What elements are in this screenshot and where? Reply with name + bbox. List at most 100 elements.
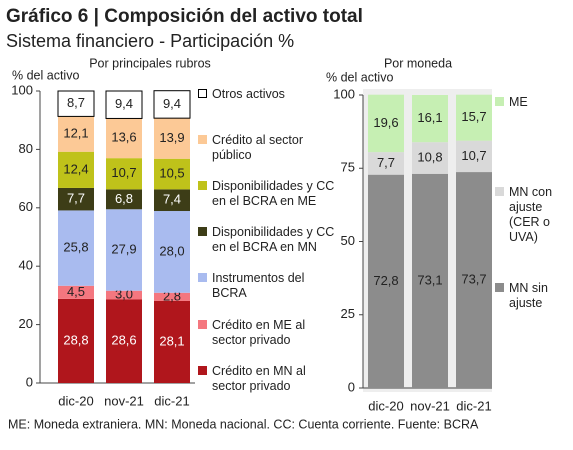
value-label: 8,7 bbox=[67, 95, 85, 110]
legend-swatch bbox=[198, 320, 207, 329]
legend-label: Disponibilidades y CC en el BCRA en MN bbox=[212, 225, 335, 254]
page-subtitle: Sistema financiero - Participación % bbox=[6, 31, 294, 51]
y-tick-label: 0 bbox=[348, 379, 355, 394]
legend-swatch bbox=[198, 181, 207, 190]
value-label: 10,5 bbox=[159, 166, 184, 181]
bar-segment bbox=[412, 95, 448, 143]
x-tick-label: nov-21 bbox=[104, 393, 144, 408]
y-tick-label: 40 bbox=[19, 258, 33, 273]
value-label: 12,1 bbox=[63, 126, 88, 141]
value-label: 13,9 bbox=[159, 130, 184, 145]
value-label: 10,8 bbox=[417, 149, 442, 164]
value-label: 73,1 bbox=[417, 272, 442, 287]
bar-segment bbox=[58, 285, 94, 299]
value-label: 7,4 bbox=[163, 192, 181, 207]
bar-segment bbox=[106, 290, 142, 300]
legend-label: MN con ajuste (CER o UVA) bbox=[509, 185, 553, 244]
y-axis-label: % del activo bbox=[326, 70, 393, 84]
bar-segment bbox=[106, 118, 142, 159]
legend-entry: Instrumentos del BCRA bbox=[198, 271, 337, 301]
bar-segment bbox=[154, 158, 190, 190]
y-tick-label: 0 bbox=[26, 374, 33, 389]
legend-swatch bbox=[198, 273, 207, 282]
subplot-title: Por moneda bbox=[384, 56, 452, 70]
y-tick-label: 100 bbox=[333, 86, 355, 101]
legend-entry: Crédito al sector público bbox=[198, 133, 337, 163]
bar-segment bbox=[368, 94, 404, 153]
page-title: Gráfico 6 | Composición del activo total bbox=[6, 6, 363, 27]
legend-entry: Crédito en ME al sector privado bbox=[198, 318, 337, 348]
legend-label: ME bbox=[509, 95, 528, 109]
x-tick-label: dic-20 bbox=[58, 393, 93, 408]
value-label: 9,4 bbox=[163, 96, 181, 111]
y-tick-label: 25 bbox=[341, 306, 355, 321]
value-label: 73,7 bbox=[461, 271, 486, 286]
value-label: 28,6 bbox=[111, 333, 136, 348]
y-tick-label: 20 bbox=[19, 316, 33, 331]
bar-segment bbox=[106, 299, 142, 383]
bar-segment bbox=[105, 90, 143, 119]
bar-segment bbox=[106, 158, 142, 190]
bar-segment bbox=[153, 90, 191, 119]
x-tick-label: dic-20 bbox=[368, 398, 403, 413]
bar-segment bbox=[58, 298, 94, 383]
legend-swatch bbox=[495, 187, 504, 196]
y-tick-label: 60 bbox=[19, 199, 33, 214]
value-label: 10,7 bbox=[461, 148, 486, 163]
value-label: 19,6 bbox=[373, 115, 398, 130]
bar-segment bbox=[456, 172, 492, 388]
y-tick-label: 100 bbox=[11, 82, 33, 97]
legend-label: Disponibilidades y CC en el BCRA en ME bbox=[212, 179, 335, 208]
bar-segment bbox=[58, 151, 94, 188]
bar-segment bbox=[58, 187, 94, 211]
value-label: 10,7 bbox=[111, 165, 136, 180]
bar-segment bbox=[154, 300, 190, 383]
bar-segment bbox=[57, 90, 95, 117]
bar-segment bbox=[368, 174, 404, 388]
legend-swatch bbox=[495, 283, 504, 292]
bar-segment bbox=[154, 211, 190, 293]
legend-swatch bbox=[198, 89, 207, 98]
value-label: 72,8 bbox=[373, 273, 398, 288]
bar-segment bbox=[412, 173, 448, 388]
bar-segment bbox=[154, 118, 190, 159]
value-label: 15,7 bbox=[461, 109, 486, 124]
value-label: 28,1 bbox=[159, 333, 184, 348]
y-axis-label: % del activo bbox=[12, 68, 79, 82]
bar-segment bbox=[456, 140, 492, 173]
legend-swatch bbox=[198, 227, 207, 236]
value-label: 28,0 bbox=[159, 243, 184, 258]
bar-segment bbox=[368, 152, 404, 175]
bar-segment bbox=[106, 189, 142, 210]
legend-swatch bbox=[198, 366, 207, 375]
legend-label: Instrumentos del BCRA bbox=[212, 271, 305, 300]
legend-label: Crédito en ME al sector privado bbox=[212, 318, 306, 347]
y-tick-label: 50 bbox=[341, 233, 355, 248]
footnote: ME: Moneda extraniera. MN: Moneda nacion… bbox=[8, 417, 479, 431]
legend-entry: Otros activos bbox=[198, 87, 337, 102]
value-label: 27,9 bbox=[111, 241, 136, 256]
legend-label: Crédito al sector público bbox=[212, 133, 304, 162]
value-label: 16,1 bbox=[417, 110, 442, 125]
legend-entry: MN sin ajuste bbox=[495, 281, 569, 311]
bar-segment bbox=[58, 116, 94, 152]
bar-segment bbox=[58, 210, 94, 286]
value-label: 12,4 bbox=[63, 161, 88, 176]
value-label: 13,6 bbox=[111, 130, 136, 145]
bar-segment bbox=[154, 189, 190, 212]
legend-label: Crédito en MN al sector privado bbox=[212, 364, 306, 393]
bar-segment bbox=[412, 142, 448, 174]
subplot-title: Por principales rubros bbox=[89, 56, 211, 70]
y-tick-label: 75 bbox=[341, 160, 355, 175]
value-label: 4,5 bbox=[67, 284, 85, 299]
legend-label: MN sin ajuste bbox=[509, 281, 548, 310]
x-tick-label: dic-21 bbox=[456, 398, 491, 413]
legend-swatch bbox=[495, 97, 504, 106]
y-tick-label: 80 bbox=[19, 141, 33, 156]
legend-entry: MN con ajuste (CER o UVA) bbox=[495, 185, 569, 245]
legend-label: Otros activos bbox=[212, 87, 285, 101]
value-label: 7,7 bbox=[67, 191, 85, 206]
bar-segment bbox=[154, 292, 190, 301]
